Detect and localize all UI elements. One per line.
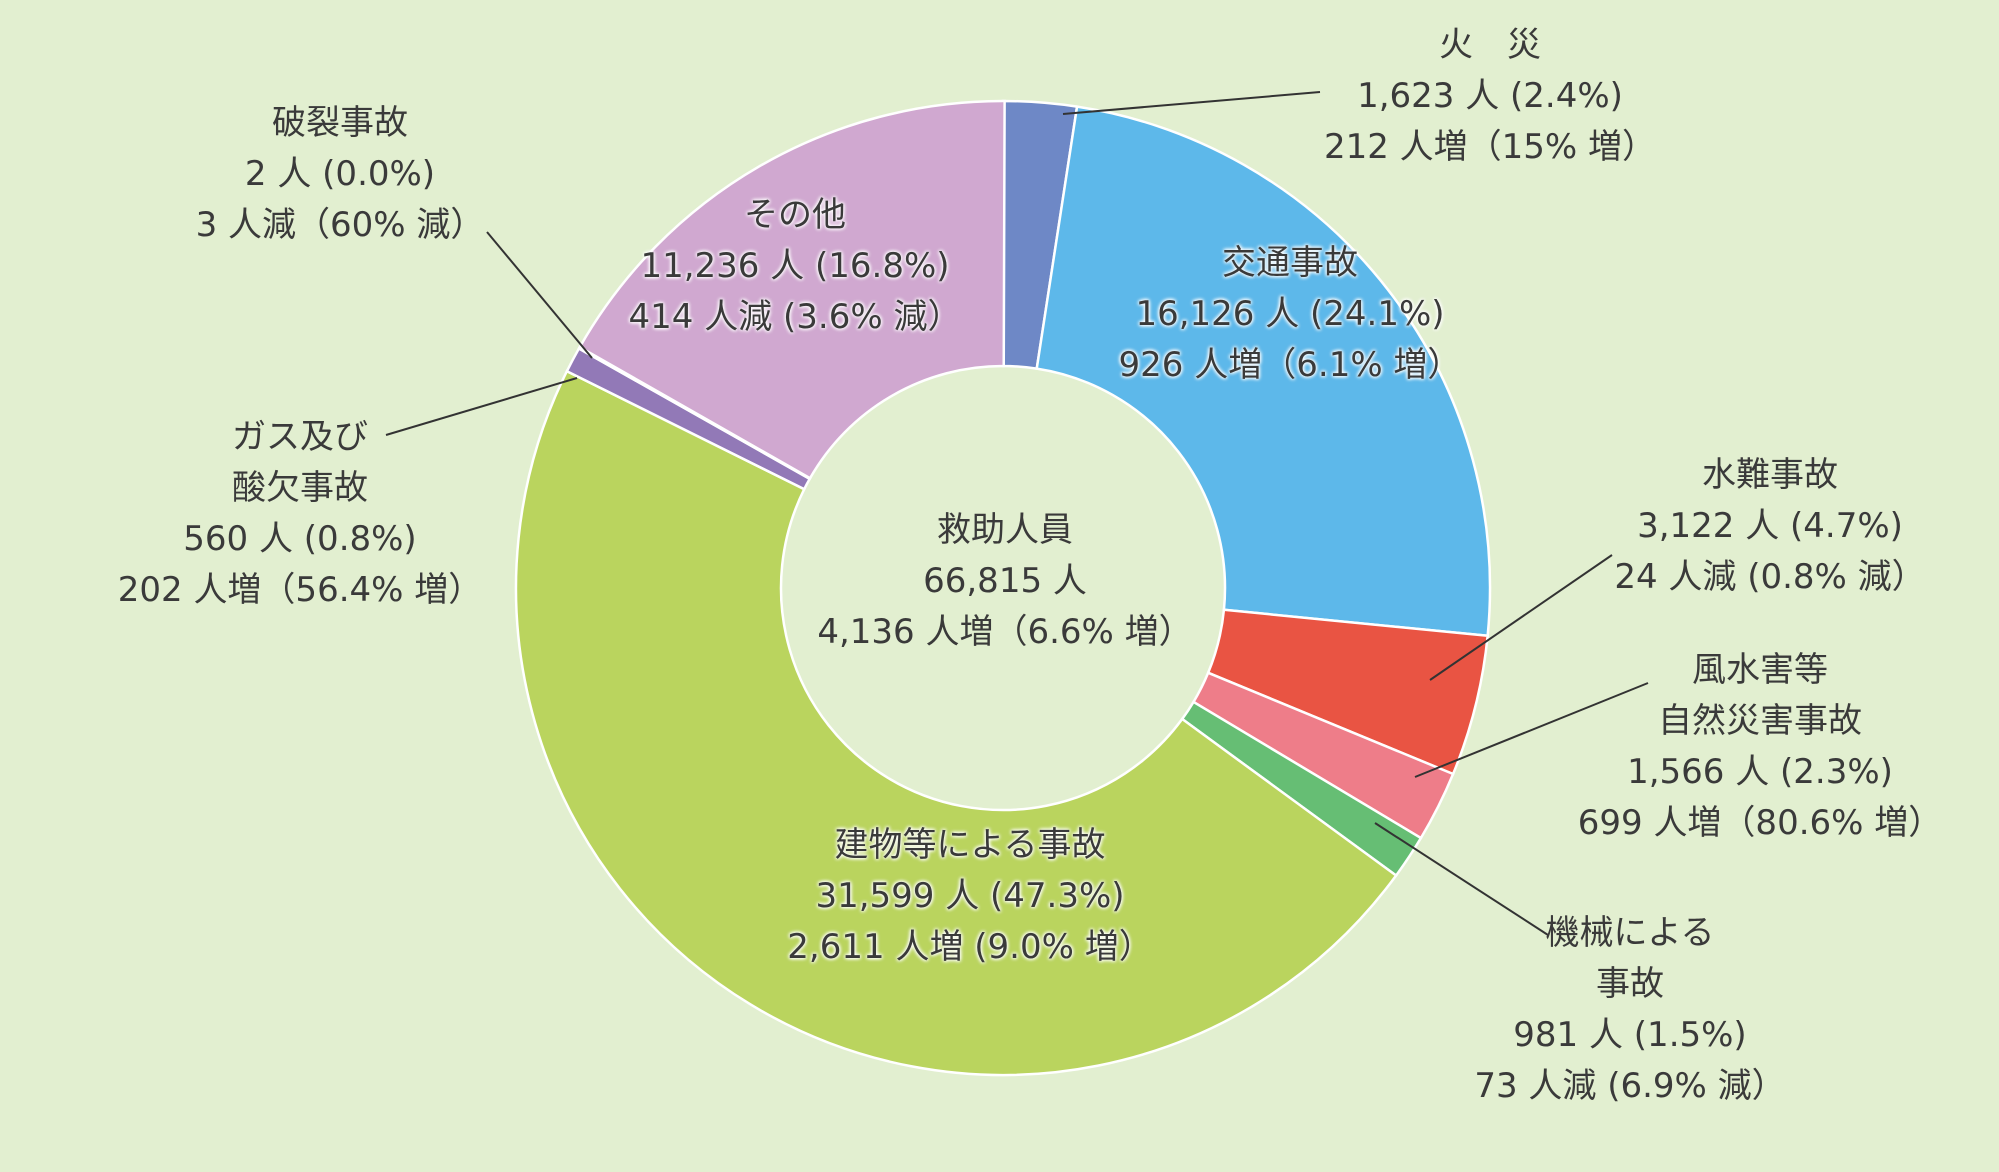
label-other-count: 11,236 人 (16.8%): [640, 246, 950, 286]
label-building-count: 31,599 人 (47.3%): [815, 876, 1125, 916]
donut-slices: [514, 99, 1492, 1077]
label-machine-count: 981 人 (1.5%): [1513, 1015, 1747, 1055]
slice-1: [1035, 105, 1492, 638]
label-gas-change: 202 人増（56.4% 増）: [117, 570, 483, 610]
leader-lines: [385, 91, 1649, 936]
label-water-name: 水難事故: [1702, 455, 1838, 495]
label-gas: ガス及び 酸欠事故 560 人 (0.8%) 202 人増（56.4% 増）: [90, 412, 510, 616]
label-natural-name2: 自然災害事故: [1658, 701, 1862, 741]
label-burst: 破裂事故 2 人 (0.0%) 3 人減（60% 減）: [160, 98, 520, 251]
label-burst-name: 破裂事故: [272, 103, 408, 143]
leader-burst: [486, 231, 593, 359]
label-traffic: 交通事故 16,126 人 (24.1%) 926 人増（6.1% 増）: [1065, 238, 1515, 391]
label-water: 水難事故 3,122 人 (4.7%) 24 人減 (0.8% 減）: [1560, 450, 1980, 603]
label-water-count: 3,122 人 (4.7%): [1637, 506, 1903, 546]
label-machine-name1: 機械による: [1545, 913, 1715, 953]
label-gas-count: 560 人 (0.8%): [183, 519, 417, 559]
label-natural: 風水害等 自然災害事故 1,566 人 (2.3%) 699 人増（80.6% …: [1560, 645, 1960, 849]
label-natural-name1: 風水害等: [1692, 650, 1828, 690]
label-gas-name2: 酸欠事故: [232, 468, 368, 508]
label-traffic-name: 交通事故: [1222, 243, 1358, 283]
label-fire: 火 災 1,623 人 (2.4%) 212 人増（15% 増）: [1280, 20, 1700, 173]
label-fire-change: 212 人増（15% 増）: [1323, 127, 1657, 167]
center-change: 4,136 人増（6.6% 増）: [817, 612, 1193, 652]
slice-5: [514, 369, 1398, 1077]
label-traffic-change: 926 人増（6.1% 増）: [1118, 345, 1462, 385]
leader-gas: [385, 377, 578, 436]
label-water-change: 24 人減 (0.8% 減）: [1614, 557, 1926, 597]
label-fire-count: 1,623 人 (2.4%): [1357, 76, 1623, 116]
label-burst-count: 2 人 (0.0%): [244, 154, 436, 194]
label-building-change: 2,611 人増 (9.0% 増）: [787, 927, 1153, 967]
label-machine: 機械による 事故 981 人 (1.5%) 73 人減 (6.9% 減）: [1440, 908, 1820, 1112]
slice-8: [578, 99, 1006, 480]
label-fire-name: 火 災: [1439, 25, 1541, 65]
label-machine-change: 73 人減 (6.9% 減）: [1474, 1066, 1786, 1106]
label-natural-count: 1,566 人 (2.3%): [1627, 752, 1893, 792]
label-other-change: 414 人減 (3.6% 減）: [628, 297, 962, 337]
label-natural-change: 699 人増（80.6% 増）: [1577, 803, 1943, 843]
leader-machine: [1374, 822, 1549, 936]
label-gas-name1: ガス及び: [232, 417, 368, 457]
label-machine-name2: 事故: [1596, 964, 1664, 1004]
leader-fire: [1062, 91, 1321, 115]
label-building: 建物等による事故 31,599 人 (47.3%) 2,611 人増 (9.0%…: [745, 820, 1195, 973]
leader-natural: [1414, 682, 1649, 778]
leader-water: [1429, 554, 1613, 681]
center-total: 66,815 人: [923, 561, 1087, 601]
label-traffic-count: 16,126 人 (24.1%): [1135, 294, 1445, 334]
label-building-name: 建物等による事故: [834, 825, 1106, 865]
label-burst-change: 3 人減（60% 減）: [195, 205, 485, 245]
center-label: 救助人員 66,815 人 4,136 人増（6.6% 増）: [780, 505, 1230, 658]
center-title: 救助人員: [937, 510, 1073, 550]
label-other: その他 11,236 人 (16.8%) 414 人減 (3.6% 減）: [590, 190, 1000, 343]
label-other-name: その他: [744, 195, 846, 235]
